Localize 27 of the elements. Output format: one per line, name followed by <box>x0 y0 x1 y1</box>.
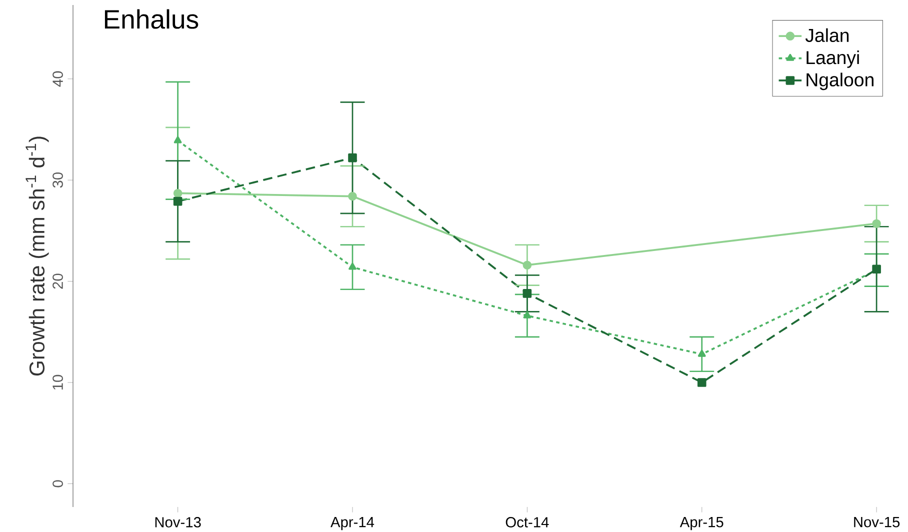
point <box>872 219 881 228</box>
point <box>348 262 356 270</box>
legend-label: Laanyi <box>806 50 859 68</box>
x-tick-label: Nov-15 <box>854 517 900 528</box>
point <box>522 260 532 270</box>
point <box>348 192 357 201</box>
point <box>173 196 182 206</box>
y-axis-title: Growth rate (mm sh$^{-1}$ d$^{-1}$) <box>26 136 49 376</box>
y-tick-label: 20 <box>52 274 63 289</box>
y-tick-label: 30 <box>52 172 63 188</box>
x-tick-label: Apr-14 <box>330 517 374 530</box>
y-tick-label: 40 <box>52 71 63 87</box>
y-tick-label: 0 <box>52 480 63 488</box>
point <box>698 350 706 357</box>
legend-label: Jalan <box>805 28 849 42</box>
point <box>522 289 532 298</box>
y-tick-label: 10 <box>52 374 63 390</box>
point <box>697 378 706 387</box>
chart-title: Enhalus <box>104 9 198 29</box>
point <box>523 311 532 318</box>
point <box>348 153 357 162</box>
legend-label: Ngaloon <box>806 72 874 90</box>
point <box>173 188 182 198</box>
point <box>174 136 182 144</box>
x-tick-label: Nov-13 <box>155 517 201 528</box>
x-tick-label: Apr-15 <box>680 517 724 530</box>
x-tick-label: Oct-14 <box>506 517 549 528</box>
